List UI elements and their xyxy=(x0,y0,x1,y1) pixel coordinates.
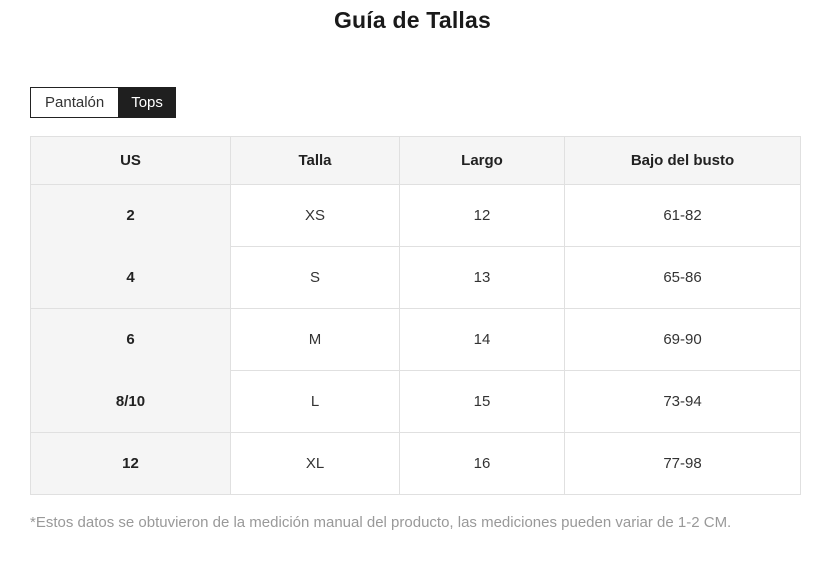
cell-us: 2 xyxy=(30,184,231,247)
cell-busto: 73-94 xyxy=(564,370,801,433)
table-row: 12 XL 16 77-98 xyxy=(30,432,801,495)
content-area: Pantalón Tops US Talla Largo Bajo del bu… xyxy=(0,34,825,533)
cell-largo: 12 xyxy=(399,184,565,247)
cell-us: 4 xyxy=(30,246,231,309)
size-guide-tabs: Pantalón Tops xyxy=(30,87,176,118)
cell-talla: M xyxy=(230,308,400,371)
header-row: US Talla Largo Bajo del busto xyxy=(30,136,801,185)
cell-busto: 77-98 xyxy=(564,432,801,495)
cell-talla: XL xyxy=(230,432,400,495)
cell-busto: 61-82 xyxy=(564,184,801,247)
size-guide-page: Guía de Tallas Pantalón Tops US Talla La… xyxy=(0,7,825,564)
cell-us: 6 xyxy=(30,308,231,371)
column-header-talla: Talla xyxy=(230,136,400,185)
table-header: US Talla Largo Bajo del busto xyxy=(30,136,801,185)
table-row: 6 M 14 69-90 xyxy=(30,308,801,371)
column-header-us: US xyxy=(30,136,231,185)
footnote: *Estos datos se obtuvieron de la medició… xyxy=(30,514,732,531)
tab-tops[interactable]: Tops xyxy=(118,87,176,118)
cell-talla: L xyxy=(230,370,400,433)
cell-us: 12 xyxy=(30,432,231,495)
column-header-largo: Largo xyxy=(399,136,565,185)
column-header-bajo-del-busto: Bajo del busto xyxy=(564,136,801,185)
cell-busto: 65-86 xyxy=(564,246,801,309)
cell-us: 8/10 xyxy=(30,370,231,433)
table-row: 4 S 13 65-86 xyxy=(30,246,801,309)
tab-pantalon[interactable]: Pantalón xyxy=(30,87,120,118)
table-row: 8/10 L 15 73-94 xyxy=(30,370,801,433)
page-title: Guía de Tallas xyxy=(333,7,492,33)
table-row: 2 XS 12 61-82 xyxy=(30,184,801,247)
cell-largo: 13 xyxy=(399,246,565,309)
cell-talla: S xyxy=(230,246,400,309)
cell-largo: 16 xyxy=(399,432,565,495)
cell-largo: 14 xyxy=(399,308,565,371)
cell-busto: 69-90 xyxy=(564,308,801,371)
size-table: US Talla Largo Bajo del busto 2 XS 12 61… xyxy=(30,136,801,495)
table-body: 2 XS 12 61-82 4 S 13 65-86 6 M 14 69-90 xyxy=(30,184,801,495)
cell-largo: 15 xyxy=(399,370,565,433)
cell-talla: XS xyxy=(230,184,400,247)
